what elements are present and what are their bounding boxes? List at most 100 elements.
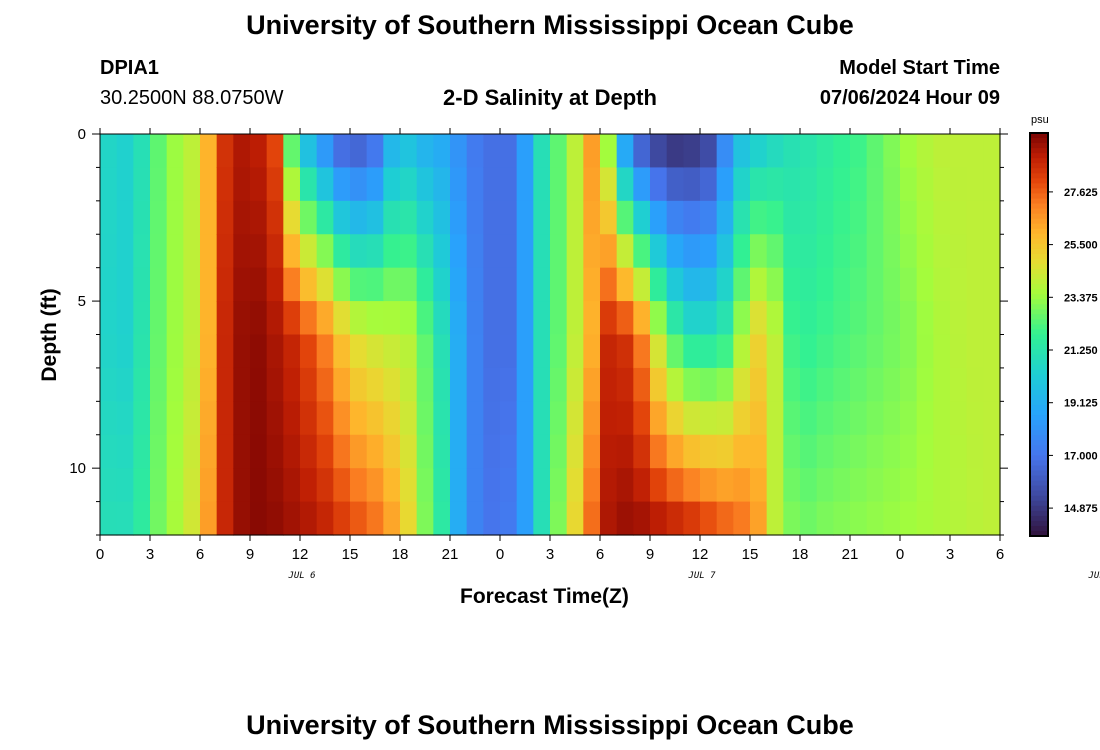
x-tick-label: 9 xyxy=(646,546,654,563)
heatmap-cell xyxy=(583,334,601,369)
heatmap-cell xyxy=(150,468,168,503)
heatmap-cell xyxy=(200,334,218,369)
heatmap-cell xyxy=(833,501,851,536)
colorbar-segment xyxy=(1030,274,1048,280)
heatmap-cell xyxy=(383,468,401,503)
heatmap-cell xyxy=(466,468,484,503)
heatmap-cell xyxy=(166,301,184,336)
heatmap-cell xyxy=(850,334,868,369)
heatmap-cell xyxy=(250,234,268,269)
heatmap-cell xyxy=(283,334,301,369)
heatmap-cell xyxy=(950,301,968,336)
heatmap-cell xyxy=(766,434,784,469)
heatmap-cell xyxy=(116,401,134,436)
heatmap-cell xyxy=(600,367,618,402)
heatmap-cell xyxy=(816,367,834,402)
heatmap-cell xyxy=(616,501,634,536)
heatmap-cell xyxy=(333,134,351,169)
heatmap-cell xyxy=(866,200,884,235)
heatmap-cell xyxy=(333,200,351,235)
heatmap-cell xyxy=(333,234,351,269)
heatmap-cell xyxy=(866,167,884,202)
heatmap-cell xyxy=(850,200,868,235)
date-label: JUL 8 xyxy=(1087,571,1100,581)
heatmap-cell xyxy=(850,367,868,402)
colorbar-segment xyxy=(1030,359,1048,366)
heatmap-cell xyxy=(900,501,918,536)
heatmap-cell xyxy=(166,434,184,469)
heatmap-cell xyxy=(950,334,968,369)
heatmap-cell xyxy=(850,434,868,469)
heatmap-cell xyxy=(966,267,984,302)
x-tick-label: 15 xyxy=(742,546,759,563)
heatmap-cell xyxy=(916,434,934,469)
heatmap-cell xyxy=(100,134,118,169)
heatmap-cell xyxy=(716,134,734,169)
heatmap-cell xyxy=(166,367,184,402)
heatmap-cell xyxy=(900,134,918,169)
heatmap-cell xyxy=(616,167,634,202)
heatmap-cell xyxy=(716,501,734,536)
heatmap-cell xyxy=(850,401,868,436)
heatmap-cell xyxy=(416,334,434,369)
heatmap-cell xyxy=(233,468,251,503)
heatmap-cell xyxy=(500,434,518,469)
heatmap-cell xyxy=(716,401,734,436)
heatmap-cell xyxy=(633,468,651,503)
colorbar-segment xyxy=(1030,349,1048,356)
heatmap-cell xyxy=(533,367,551,402)
heatmap-cell xyxy=(533,301,551,336)
colorbar-segment xyxy=(1030,405,1048,411)
heatmap-cell xyxy=(483,401,501,436)
heatmap-cell xyxy=(466,200,484,235)
heatmap-cell xyxy=(683,334,701,369)
heatmap-cell xyxy=(550,367,568,402)
heatmap-cell xyxy=(200,134,218,169)
heatmap-cell xyxy=(150,267,168,302)
heatmap-cell xyxy=(883,367,901,402)
heatmap-cell xyxy=(833,301,851,336)
model-start-value: 07/06/2024 Hour 09 xyxy=(819,87,1000,109)
heatmap-cell xyxy=(283,167,301,202)
heatmap-cell xyxy=(450,501,468,536)
heatmap-cell xyxy=(516,134,534,169)
y-axis-label: Depth (ft) xyxy=(38,288,61,382)
heatmap-cell xyxy=(766,468,784,503)
heatmap-cell xyxy=(783,301,801,336)
heatmap-cell xyxy=(183,434,201,469)
heatmap-cell xyxy=(433,401,451,436)
heatmap-cell xyxy=(833,234,851,269)
heatmap-cell xyxy=(633,134,651,169)
heatmap-cell xyxy=(783,468,801,503)
heatmap-cell xyxy=(100,401,118,436)
heatmap-cell xyxy=(183,401,201,436)
heatmap-cell xyxy=(900,334,918,369)
heatmap-cell xyxy=(633,501,651,536)
colorbar-segment xyxy=(1030,525,1048,532)
colorbar-unit: psu xyxy=(1031,114,1049,126)
colorbar-segment xyxy=(1030,188,1048,195)
heatmap-cell xyxy=(616,301,634,336)
heatmap-cell xyxy=(950,468,968,503)
heatmap-cell xyxy=(116,334,134,369)
heatmap-cell xyxy=(633,267,651,302)
heatmap-cell xyxy=(283,401,301,436)
heatmap-cell xyxy=(866,134,884,169)
x-tick-label: 18 xyxy=(392,546,409,563)
heatmap-cell xyxy=(900,434,918,469)
heatmap-cell xyxy=(150,167,168,202)
heatmap-cell xyxy=(666,234,684,269)
heatmap-cell xyxy=(366,200,384,235)
heatmap-cell xyxy=(283,200,301,235)
heatmap-cell xyxy=(583,367,601,402)
heatmap-cell xyxy=(683,468,701,503)
x-tick-label: 6 xyxy=(996,546,1004,563)
heatmap-cell xyxy=(433,334,451,369)
colorbar-segment xyxy=(1030,379,1048,386)
heatmap-cell xyxy=(816,267,834,302)
heatmap-cell xyxy=(233,167,251,202)
heatmap-cell xyxy=(266,367,284,402)
heatmap-cell xyxy=(300,334,318,369)
heatmap-cell xyxy=(516,501,534,536)
plot-title: 2-D Salinity at Depth xyxy=(443,85,657,110)
